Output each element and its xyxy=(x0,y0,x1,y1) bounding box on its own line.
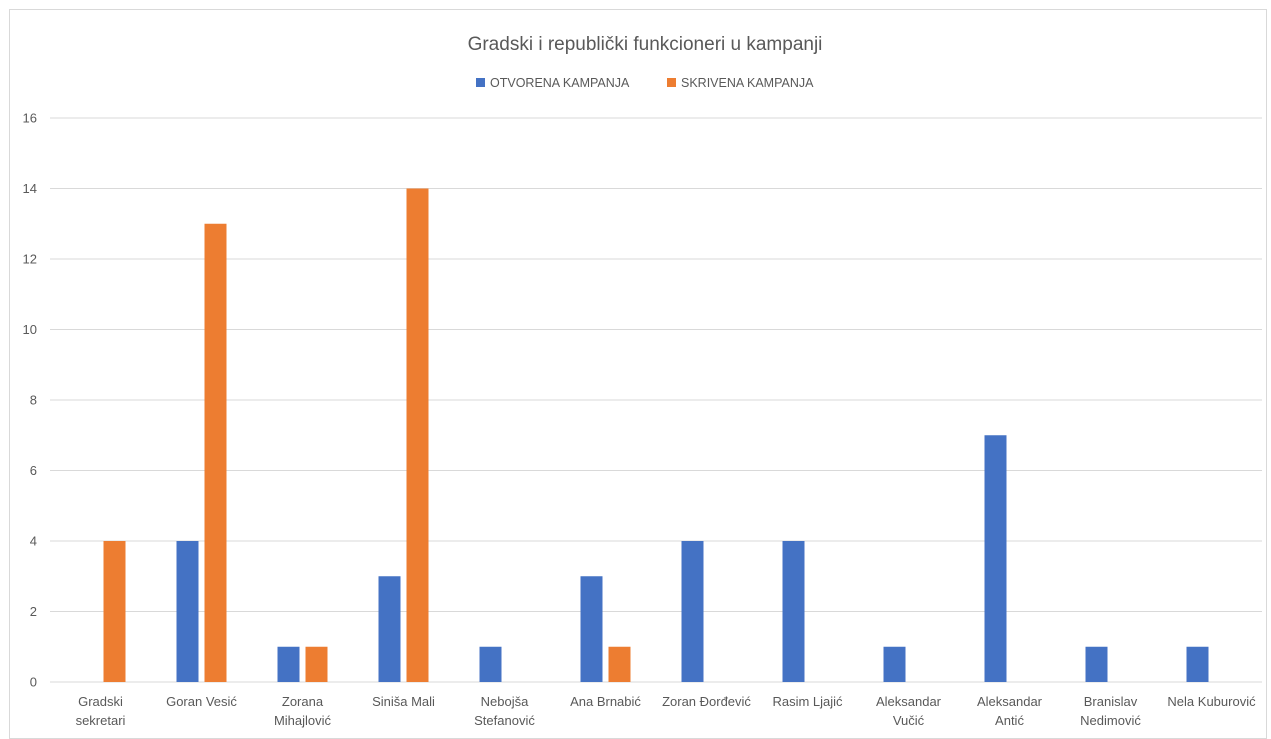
y-tick-label: 8 xyxy=(30,393,37,408)
legend-label: SKRIVENA KAMPANJA xyxy=(681,76,814,90)
bar-otvorena xyxy=(1085,646,1108,682)
y-tick-label: 6 xyxy=(30,463,37,478)
y-tick-label: 16 xyxy=(23,111,37,126)
x-tick-label: Gradski sekretari xyxy=(76,694,126,728)
x-tick-label: Siniša Mali xyxy=(372,694,435,709)
legend-swatch xyxy=(667,78,676,87)
x-tick-label: Ana Brnabić xyxy=(570,694,641,709)
x-tick-label: Goran Vesić xyxy=(166,694,237,709)
x-tick-label: Zorana Mihajlović xyxy=(274,694,332,728)
y-tick-label: 14 xyxy=(23,181,37,196)
bar-otvorena xyxy=(984,435,1007,682)
bar-otvorena xyxy=(681,541,704,682)
y-tick-label: 2 xyxy=(30,604,37,619)
bar-otvorena xyxy=(176,541,199,682)
y-tick-label: 0 xyxy=(30,675,37,690)
x-tick-label: Branislav Nedimović xyxy=(1080,694,1141,728)
x-tick-label: Nela Kuburović xyxy=(1167,694,1256,709)
bar-otvorena xyxy=(580,576,603,682)
y-tick-label: 10 xyxy=(23,322,37,337)
x-tick-label: Aleksandar Vučić xyxy=(876,694,942,728)
legend-label: OTVORENA KAMPANJA xyxy=(490,76,630,90)
legend-swatch xyxy=(476,78,485,87)
x-tick-label: Nebojša Stefanović xyxy=(474,694,535,728)
bar-otvorena xyxy=(378,576,401,682)
bar-otvorena xyxy=(883,646,906,682)
bar-otvorena xyxy=(479,646,502,682)
bars xyxy=(103,188,1209,682)
gridlines xyxy=(50,117,1262,683)
x-tick-label: Zoran Đorđević xyxy=(662,694,751,709)
bar-skrivena xyxy=(305,646,328,682)
bar-skrivena xyxy=(103,541,126,682)
bar-otvorena xyxy=(782,541,805,682)
bar-skrivena xyxy=(608,646,631,682)
x-axis: Gradski sekretari Goran Vesić Zorana Mihajlo… xyxy=(76,694,1257,728)
bar-skrivena xyxy=(406,188,429,682)
y-axis: 0 2 4 6 8 10 12 14 16 xyxy=(23,111,37,690)
chart-legend: OTVORENA KAMPANJA SKRIVENA KAMPANJA xyxy=(476,76,814,90)
x-tick-label: Rasim Ljajić xyxy=(772,694,843,709)
chart-title: Gradski i republički funkcioneri u kampa… xyxy=(468,34,823,55)
x-tick-label: Aleksandar Antić xyxy=(977,694,1043,728)
bar-otvorena xyxy=(1186,646,1209,682)
bar-otvorena xyxy=(277,646,300,682)
y-tick-label: 12 xyxy=(23,252,37,267)
y-tick-label: 4 xyxy=(30,534,37,549)
bar-skrivena xyxy=(204,223,227,682)
